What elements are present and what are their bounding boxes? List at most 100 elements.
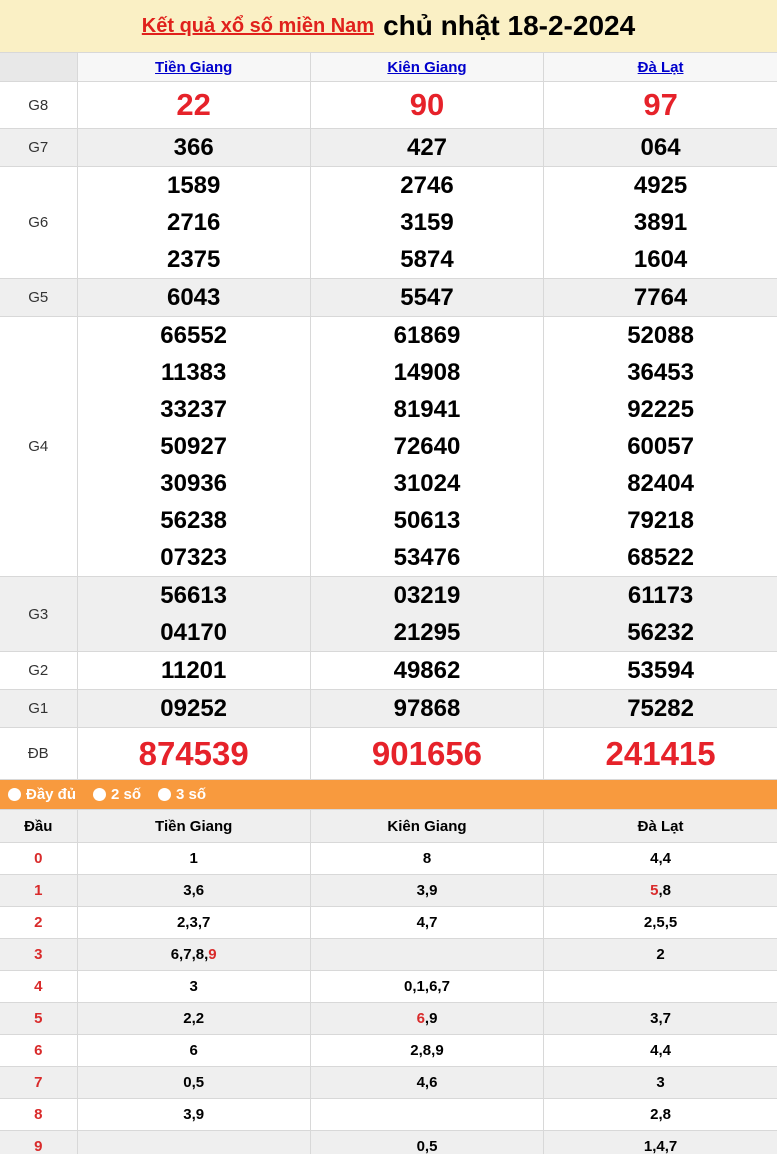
tail-digits: 1,4,7 [643, 1138, 678, 1154]
filter-option-1[interactable]: Đầy đủ [8, 786, 76, 803]
prize-number: 064 [640, 134, 681, 161]
tail-cell [309, 1098, 545, 1131]
prize-number: 11383 [160, 359, 227, 386]
prize-number: 56613 [160, 582, 228, 609]
tail-digits: 2,3,7 [176, 914, 211, 931]
prize-cell: 03219 21295 [309, 576, 545, 652]
prize-label: ĐB [0, 727, 78, 780]
prize-number: 366 [173, 134, 214, 161]
prize-label: G1 [0, 689, 78, 728]
tail-digit-highlight: 5 [650, 882, 659, 899]
prize-number: 31024 [393, 470, 461, 497]
prize-cell: 09252 [76, 689, 311, 728]
tail-digits: 0,5 [416, 1138, 438, 1154]
prize-row-G8: G8 22 90 97 [0, 81, 777, 129]
prize-number: 5547 [400, 284, 454, 311]
tail-digits: 2,8 [650, 1106, 671, 1123]
prize-number: 97 [643, 87, 678, 122]
prize-row-G7: G7 366 427 064 [0, 128, 777, 167]
head-label: 3 [0, 938, 78, 971]
tail-digits: 4,6 [416, 1074, 438, 1091]
prize-number: 11201 [160, 657, 227, 684]
tail-digits: 4,7 [416, 914, 438, 931]
prize-number: 49862 [393, 657, 461, 684]
head-label: 0 [0, 842, 78, 875]
tail-row-9: 9 0,5 1,4,7 [0, 1130, 777, 1154]
head-label: 2 [0, 906, 78, 939]
prize-cell: 49862 [309, 651, 545, 690]
prize-number: 09252 [160, 695, 228, 722]
prize-number: 79218 [627, 507, 694, 534]
radio-icon [93, 788, 107, 801]
prize-cell: 61173 56232 [543, 576, 777, 652]
province-link[interactable]: Kiên Giang [387, 58, 467, 76]
prize-label: G3 [0, 576, 78, 652]
prize-number: 14908 [393, 359, 461, 386]
tail-digits: 3 [656, 1074, 665, 1091]
tail-row-2: 2 2,3,7 4,7 2,5,5 [0, 906, 777, 939]
filter-option-3[interactable]: 3 số [158, 786, 206, 803]
tail-digits: 3,6 [183, 882, 205, 899]
prize-cell: 61869 14908 81941 72640 31024 50613 53476 [309, 316, 545, 577]
tails-table: Đầu Tiền Giang Kiên Giang Đà Lạt 0 1 8 4,4 1 3,6… [0, 809, 777, 1154]
filter-label: 3 số [176, 786, 207, 803]
prize-number: 07323 [160, 544, 228, 571]
prize-number: 3891 [633, 209, 688, 236]
prize-number: 03219 [393, 582, 461, 609]
prize-number: 33237 [160, 396, 228, 423]
prize-number: 61869 [393, 322, 461, 349]
prize-number: 241415 [605, 735, 716, 772]
prize-cell: 97868 [309, 689, 545, 728]
tail-cell [76, 1130, 311, 1154]
prize-cell: 97 [543, 81, 777, 129]
tail-cell: 6 [76, 1034, 311, 1067]
tail-digits: 2,5,5 [643, 914, 678, 931]
prize-row-G4: G4 66552 11383 33237 50927 30936 56238 07323 618… [0, 316, 777, 577]
province-header: Kiên Giang [309, 52, 545, 82]
corner-cell [0, 52, 78, 82]
head-label: 6 [0, 1034, 78, 1067]
tail-cell: 0,1,6,7 [309, 970, 545, 1003]
tail-cell: 8 [309, 842, 545, 875]
prize-number: 53594 [627, 657, 694, 684]
filter-option-2[interactable]: 2 số [93, 786, 141, 803]
prize-cell: 56613 04170 [76, 576, 311, 652]
tail-digits: ,9 [424, 1010, 438, 1027]
prize-number: 2716 [166, 209, 221, 236]
prize-number: 04170 [160, 619, 228, 646]
prize-number: 92225 [627, 396, 694, 423]
tail-cell: 3,6 [76, 874, 311, 907]
tail-cell: 6,7,8,9 [76, 938, 311, 971]
tail-cell: 2,3,7 [76, 906, 311, 939]
tail-cell: 3 [76, 970, 311, 1003]
tail-cell: 3,7 [543, 1002, 777, 1035]
prize-row-ĐB: ĐB 874539 901656 241415 [0, 727, 777, 780]
tail-cell [309, 938, 545, 971]
prize-number: 36453 [627, 359, 694, 386]
tail-cell: 5,8 [543, 874, 777, 907]
province-link[interactable]: Tiền Giang [155, 58, 233, 76]
head-label: 4 [0, 970, 78, 1003]
tail-cell: 0,5 [76, 1066, 311, 1099]
prize-number: 72640 [393, 433, 461, 460]
prize-number: 50927 [160, 433, 228, 460]
tail-digits: 0,5 [183, 1074, 205, 1091]
prize-number: 5874 [400, 246, 454, 273]
prize-row-G3: G3 56613 04170 03219 21295 61173 56232 [0, 576, 777, 652]
prize-cell: 2746 3159 5874 [309, 166, 545, 279]
results-table: Tiền Giang Kiên Giang Đà Lạt G8 22 90 97 G7 366… [0, 52, 777, 780]
prize-cell: 52088 36453 92225 60057 82404 79218 68522 [543, 316, 777, 577]
title-link[interactable]: Kết quả xổ số miền Nam [141, 14, 375, 37]
prize-number: 2375 [166, 246, 221, 273]
prize-label: G2 [0, 651, 78, 690]
tail-cell: 4,7 [309, 906, 545, 939]
tail-cell: 0,5 [309, 1130, 545, 1154]
head-label: 7 [0, 1066, 78, 1099]
province-link[interactable]: Đà Lạt [637, 58, 684, 76]
prize-number: 52088 [627, 322, 694, 349]
head-label: 8 [0, 1098, 78, 1131]
prize-cell: 75282 [543, 689, 777, 728]
prize-number: 427 [406, 134, 448, 161]
province-header: Đà Lạt [543, 52, 777, 82]
tail-row-7: 7 0,5 4,6 3 [0, 1066, 777, 1099]
